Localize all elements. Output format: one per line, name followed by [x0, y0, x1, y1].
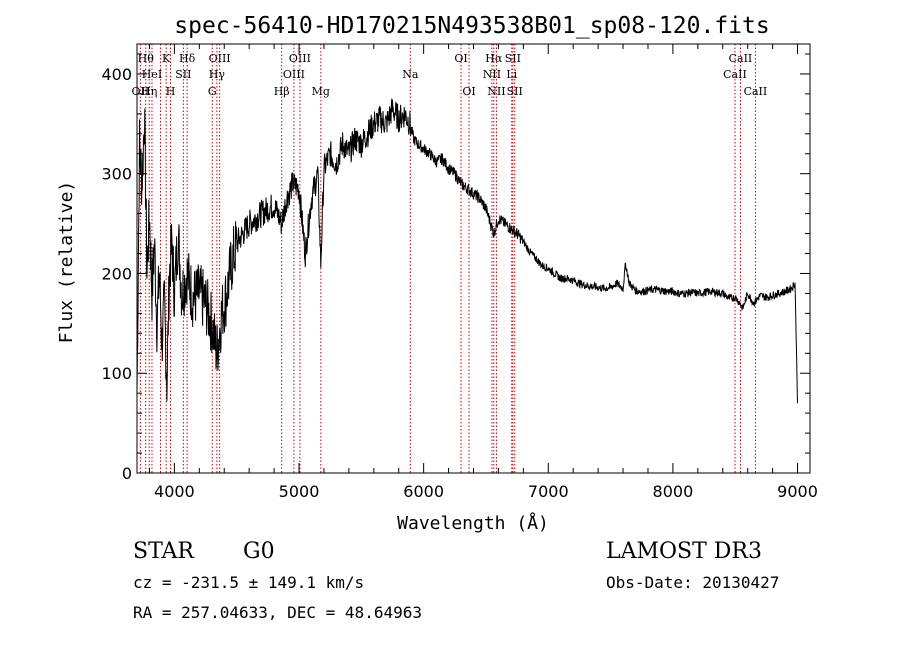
line-marker-label: OI	[462, 85, 475, 98]
line-marker-label: SII	[507, 85, 523, 98]
y-tick-label: 200	[101, 264, 132, 283]
line-marker-label: Hβ	[274, 85, 290, 98]
line-marker-label: Hθ	[138, 52, 155, 65]
line-marker-label: Hα	[485, 52, 503, 65]
sky-coordinates: RA = 257.04633, DEC = 48.64963	[133, 603, 422, 622]
line-marker-label: OIII	[289, 52, 311, 65]
line-marker-label: OII	[132, 85, 150, 98]
line-marker-label: CaII	[723, 68, 747, 81]
line-marker-label: Na	[402, 68, 419, 81]
y-tick-label: 100	[101, 364, 132, 383]
y-tick-label: 0	[122, 464, 132, 483]
spectrum-series-line	[136, 98, 798, 404]
object-class: STAR	[133, 539, 194, 564]
x-tick-label: 6000	[403, 482, 444, 501]
x-tick-label: 5000	[279, 482, 320, 501]
line-marker-label: K	[162, 52, 171, 65]
line-marker-label: SII	[175, 68, 191, 81]
x-axis-label: Wavelength (Å)	[397, 512, 549, 534]
y-tick-label: 300	[101, 165, 132, 184]
x-tick-label: 9000	[777, 482, 818, 501]
line-marker-label: Hγ	[209, 68, 226, 81]
line-marker-label: Mg	[312, 85, 330, 98]
line-marker-label: CaII	[729, 52, 753, 65]
line-marker-label: H	[166, 85, 176, 98]
line-marker-label: Hη	[141, 85, 157, 98]
line-marker-label: HeI	[142, 68, 162, 81]
x-tick-label: 8000	[653, 482, 694, 501]
y-axis-label: Flux (relative)	[56, 181, 77, 344]
line-marker-label: NII	[487, 85, 505, 98]
line-marker-label: OIII	[209, 52, 231, 65]
redshift-value: cz = -231.5 ± 149.1 km/s	[133, 573, 365, 592]
observation-date: Obs-Date: 20130427	[606, 573, 780, 592]
line-marker-label: OI	[454, 52, 467, 65]
object-subclass: G0	[243, 539, 275, 564]
line-marker-label: G	[208, 85, 217, 98]
x-tick-label: 4000	[154, 482, 195, 501]
axes: 4000 5000 6000 7000 8000 9000 0 100 200 300 400	[101, 44, 818, 501]
line-markers	[139, 44, 756, 473]
line-marker-label: Hδ	[179, 52, 196, 65]
line-marker-label: NII	[483, 68, 501, 81]
plot-frame	[136, 43, 811, 474]
chart-title: spec-56410-HD170215N493538B01_sp08-120.f…	[174, 13, 769, 39]
line-marker-label: CaII	[744, 85, 768, 98]
line-marker-label: SII	[505, 52, 521, 65]
y-tick-label: 400	[101, 65, 132, 84]
line-marker-label: OIII	[283, 68, 305, 81]
line-marker-label: Li	[506, 68, 517, 81]
x-tick-label: 7000	[528, 482, 569, 501]
survey-name: LAMOST DR3	[606, 539, 762, 564]
